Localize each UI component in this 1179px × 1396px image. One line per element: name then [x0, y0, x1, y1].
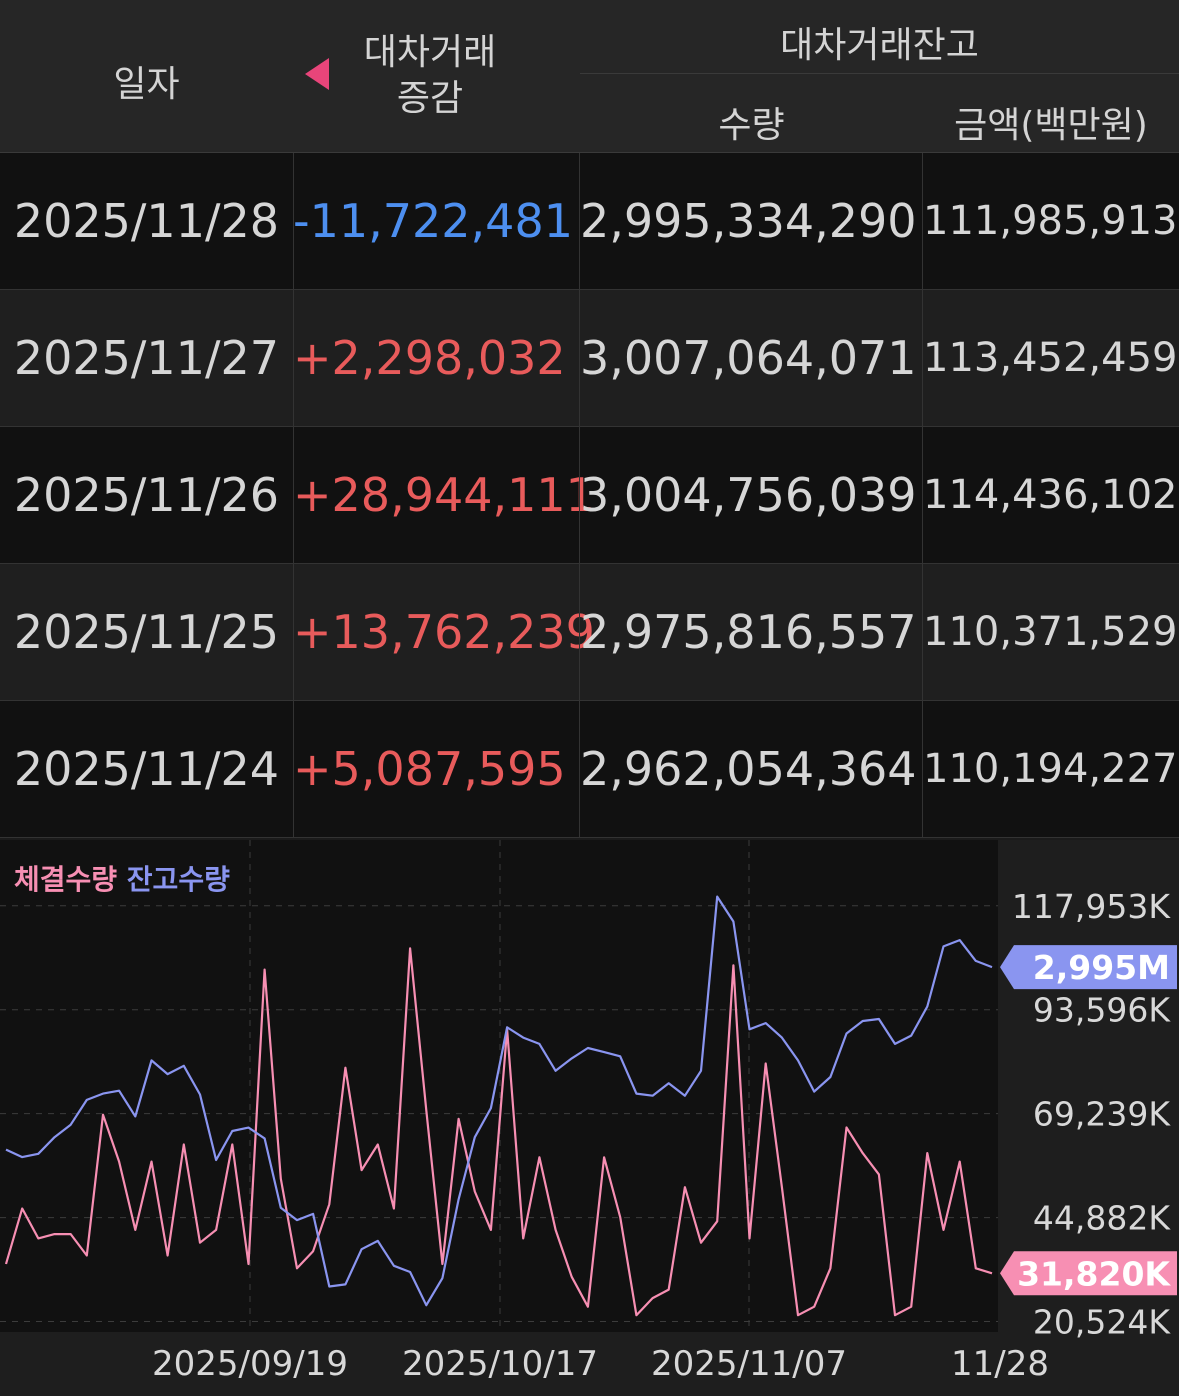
series-line-trade [4, 947, 993, 1317]
row-amount: 114,436,102 [923, 472, 1178, 518]
row-quantity: 2,962,054,364 [580, 742, 917, 796]
column-divider [922, 153, 923, 837]
row-date: 2025/11/24 [13, 742, 279, 796]
y-tick-label: 20,524K [1033, 1302, 1171, 1341]
row-quantity: 3,007,064,071 [580, 331, 917, 385]
column-divider [579, 153, 580, 837]
row-amount: 110,371,529 [923, 609, 1178, 655]
row-change: +2,298,032 [293, 331, 566, 385]
row-date: 2025/11/28 [13, 194, 279, 248]
x-axis-panel [0, 1332, 1179, 1396]
chart-panel[interactable]: 117,953K 93,596K 69,239K 44,882K 20,524K 2025… [0, 840, 1179, 1396]
sort-left-arrow-icon[interactable] [305, 58, 329, 90]
y-tick-label: 69,239K [1033, 1095, 1171, 1134]
header-amount[interactable]: 금액(백만원) [954, 105, 1148, 146]
y-tick-label: 117,953K [1012, 887, 1171, 926]
row-change: +28,944,111 [293, 468, 595, 522]
row-quantity: 2,975,816,557 [580, 605, 917, 659]
current-value-trade: 31,820K [1017, 1254, 1171, 1293]
row-change: +5,087,595 [293, 742, 566, 796]
header-divider [580, 73, 1179, 74]
current-tag-trade [1000, 1251, 1177, 1296]
row-change: -11,722,481 [293, 194, 573, 248]
x-tick-label: 2025/11/07 [651, 1344, 847, 1384]
row-date: 2025/11/26 [13, 468, 279, 522]
y-tick-label: 93,596K [1033, 991, 1171, 1030]
row-amount: 113,452,459 [923, 335, 1178, 381]
table-row[interactable]: 2025/11/27 +2,298,032 3,007,064,071 113,… [0, 290, 1179, 427]
data-table: 2025/11/28 -11,722,481 2,995,334,290 111… [0, 153, 1179, 838]
header-change-line1: 대차거래 [363, 32, 497, 73]
row-date: 2025/11/27 [13, 331, 279, 385]
table-row[interactable]: 2025/11/25 +13,762,239 2,975,816,557 110… [0, 564, 1179, 701]
current-value-balance: 2,995M [1033, 948, 1170, 987]
chart-legend: 체결수량 잔고수량 [14, 858, 230, 898]
series-line-balance [5, 895, 993, 1307]
table-header: 일자 대차거래 증감 대차거래잔고 수량 금액(백만원) [0, 0, 1179, 153]
row-date: 2025/11/25 [13, 605, 279, 659]
header-date[interactable]: 일자 [113, 64, 180, 105]
row-amount: 110,194,227 [923, 746, 1178, 792]
line-chart[interactable]: 117,953K 93,596K 69,239K 44,882K 20,524K 2025… [0, 840, 1179, 1396]
legend-balance: 잔고수량 [126, 863, 230, 896]
x-tick-label: 11/28 [951, 1344, 1049, 1384]
x-tick-label: 2025/09/19 [152, 1344, 348, 1384]
header-change-line2: 증감 [396, 78, 464, 119]
header-change[interactable]: 대차거래 증감 [330, 30, 530, 122]
table-row[interactable]: 2025/11/26 +28,944,111 3,004,756,039 114… [0, 427, 1179, 564]
current-tag-balance [1000, 945, 1177, 990]
x-tick-label: 2025/10/17 [402, 1344, 598, 1384]
row-change: +13,762,239 [293, 605, 595, 659]
y-tick-label: 44,882K [1033, 1199, 1171, 1238]
column-divider [293, 153, 294, 837]
table-row[interactable]: 2025/11/28 -11,722,481 2,995,334,290 111… [0, 153, 1179, 290]
row-quantity: 3,004,756,039 [580, 468, 917, 522]
row-quantity: 2,995,334,290 [580, 194, 917, 248]
header-quantity[interactable]: 수량 [718, 105, 785, 146]
header-balance: 대차거래잔고 [780, 25, 979, 66]
legend-trade: 체결수량 [14, 863, 118, 896]
y-axis-panel [998, 840, 1179, 1332]
table-row[interactable]: 2025/11/24 +5,087,595 2,962,054,364 110,… [0, 701, 1179, 838]
row-amount: 111,985,913 [923, 198, 1178, 244]
